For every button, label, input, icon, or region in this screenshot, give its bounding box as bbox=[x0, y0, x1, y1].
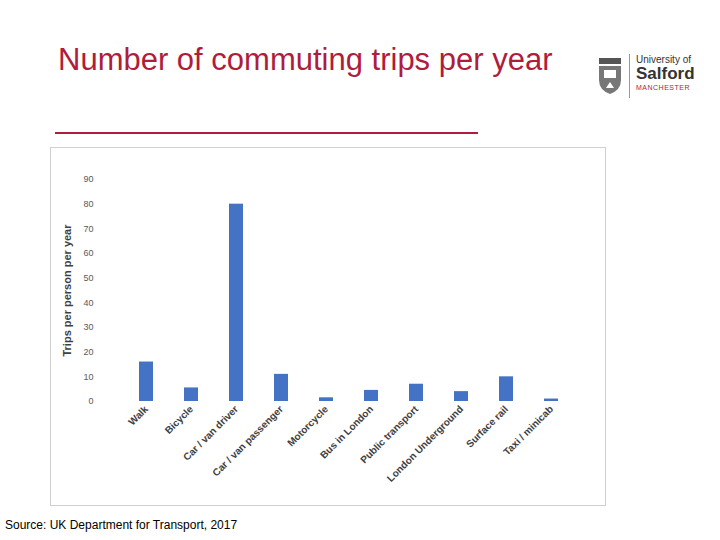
svg-text:90: 90 bbox=[83, 174, 93, 184]
svg-text:50: 50 bbox=[83, 273, 93, 283]
svg-text:Bicycle: Bicycle bbox=[163, 403, 196, 436]
svg-text:Taxi / minicab: Taxi / minicab bbox=[501, 403, 555, 457]
svg-text:80: 80 bbox=[83, 199, 93, 209]
svg-text:70: 70 bbox=[83, 224, 93, 234]
svg-text:Car / van driver: Car / van driver bbox=[180, 403, 241, 463]
svg-text:10: 10 bbox=[83, 372, 93, 382]
svg-text:Surface rail: Surface rail bbox=[464, 403, 510, 449]
svg-text:40: 40 bbox=[83, 298, 93, 308]
svg-text:Bus in London: Bus in London bbox=[317, 403, 376, 461]
svg-text:Trips per person per year: Trips per person per year bbox=[61, 224, 73, 357]
svg-text:20: 20 bbox=[83, 347, 93, 357]
html-text:MANCHESTER: MANCHESTER bbox=[636, 84, 690, 91]
svg-text:London Underground: London Underground bbox=[385, 403, 465, 483]
svg-text:0: 0 bbox=[88, 396, 93, 406]
svg-text:30: 30 bbox=[83, 322, 93, 332]
html-text:Number of commuting trips per: Number of commuting trips per year bbox=[58, 42, 553, 77]
svg-text:Public transport: Public transport bbox=[358, 403, 421, 466]
svg-text:60: 60 bbox=[83, 248, 93, 258]
svg-text:Car / van passenger: Car / van passenger bbox=[210, 403, 285, 478]
svg-text:Motorcycle: Motorcycle bbox=[285, 403, 330, 448]
html-text:Salford: Salford bbox=[636, 64, 695, 83]
svg-text:Walk: Walk bbox=[126, 403, 150, 427]
html-text:University of: University of bbox=[636, 54, 691, 65]
html-text:Source: UK Department for Tran: Source: UK Department for Transport, 201… bbox=[5, 518, 238, 532]
